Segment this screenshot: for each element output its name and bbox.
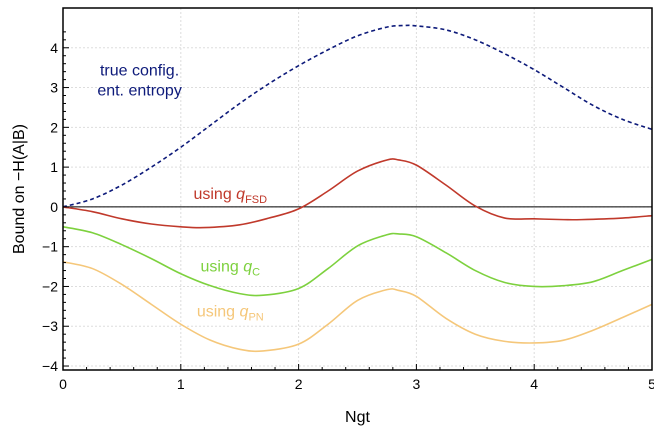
x-tick-label: 2	[295, 376, 303, 392]
x-tick-label: 1	[177, 376, 185, 392]
y-tick-label: −3	[42, 318, 58, 334]
annotation-true-line: ent. entropy	[97, 83, 182, 100]
x-tick-label: 4	[530, 376, 538, 392]
series-line-qfsd	[62, 158, 653, 229]
y-tick-label: −4	[42, 358, 58, 374]
annotation-true-line: true config.	[100, 63, 179, 80]
y-axis-label: Bound on −H(A|B)	[11, 124, 28, 254]
annotation-qpn: using qPN	[197, 303, 264, 323]
y-tick-label: 2	[50, 119, 58, 135]
series-line-true	[62, 24, 653, 208]
x-tick-label: 3	[413, 376, 421, 392]
x-tick-label: 5	[648, 376, 654, 392]
y-tick-label: 3	[50, 80, 58, 96]
annotation-qc: using qC	[200, 258, 260, 278]
plot-frame	[62, 7, 653, 371]
y-tick-label: −1	[42, 239, 58, 255]
y-tick-label: 4	[50, 40, 58, 56]
annotation-qfsd: using qFSD	[193, 186, 267, 206]
annotations: true config. ent. entropy using qFSD using …	[97, 63, 267, 324]
y-tick-label: 0	[50, 199, 58, 215]
series-line-qpn	[62, 261, 653, 353]
y-tick-label: −2	[42, 278, 58, 294]
x-axis-label: Ngt	[345, 409, 370, 426]
series-line-qc	[62, 226, 653, 297]
axis-ticks: 0 1 2 3 4 5 −4 −3 −2 −1 0 1 2 3 4	[42, 31, 654, 392]
x-tick-label: 0	[59, 376, 67, 392]
y-tick-label: 1	[50, 159, 58, 175]
series-lines	[62, 24, 653, 353]
